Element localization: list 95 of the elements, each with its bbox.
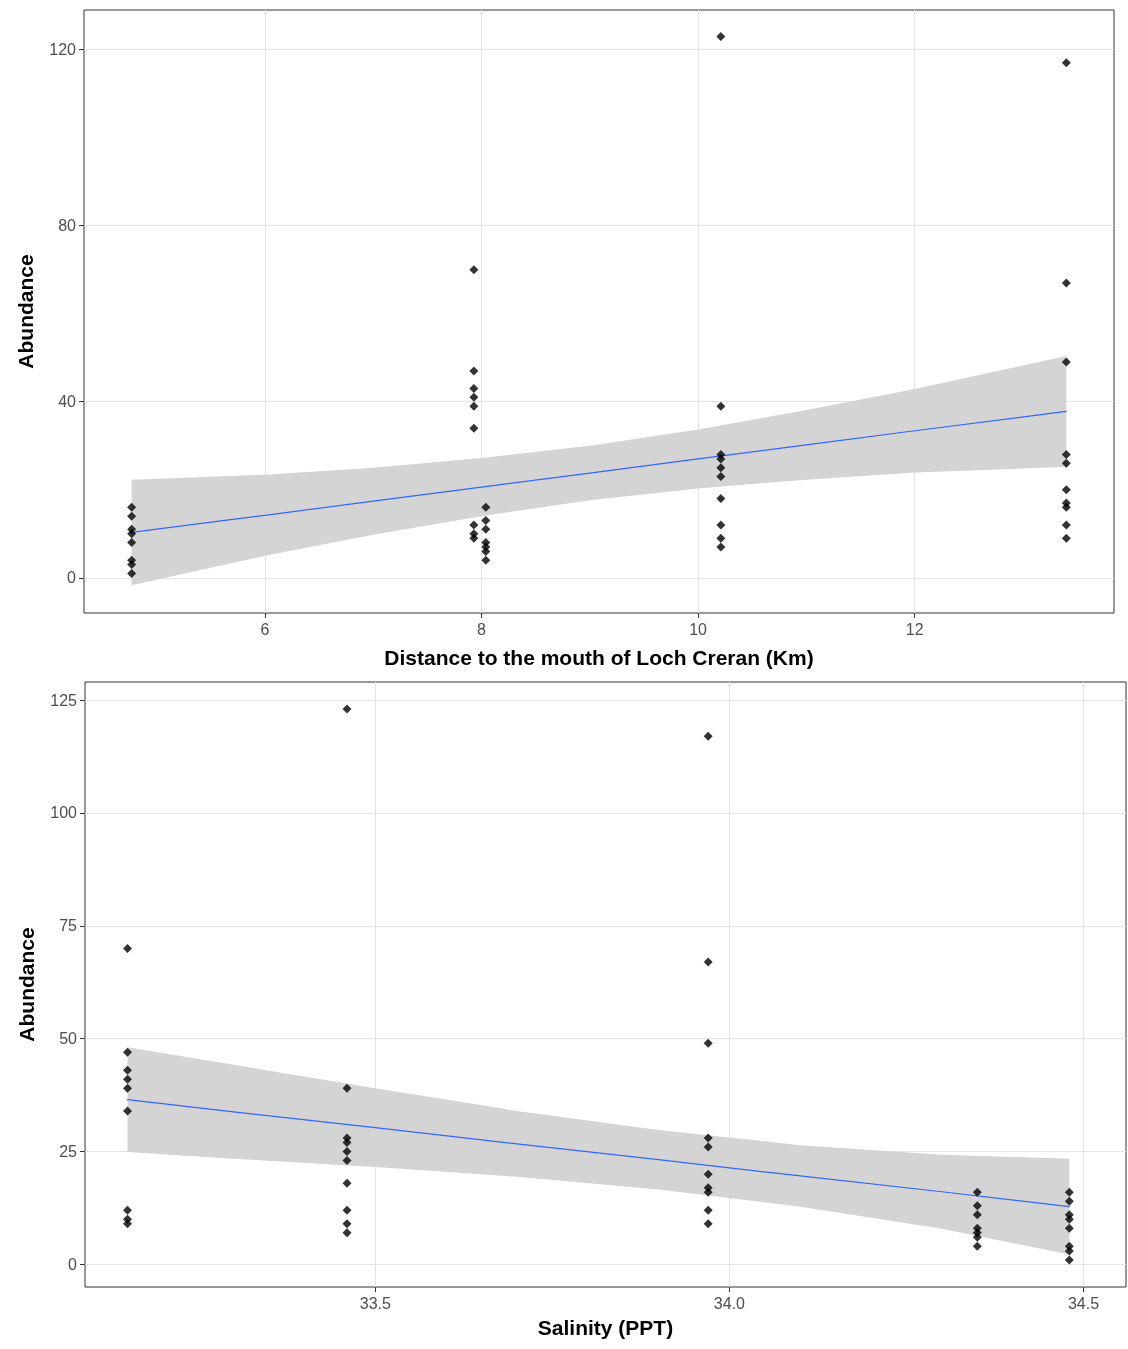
x-tick-label: 10 [689, 620, 708, 638]
point [342, 1178, 352, 1188]
point [703, 1133, 713, 1143]
point [716, 472, 726, 482]
point [469, 265, 479, 275]
y-tick-label: 0 [68, 1255, 78, 1273]
point [481, 502, 491, 512]
point [1061, 450, 1071, 460]
point [469, 533, 479, 543]
point [972, 1210, 982, 1220]
point [716, 401, 726, 411]
point [342, 1138, 352, 1148]
x-axis-title: Distance to the mouth of Loch Creran (Km) [384, 646, 814, 669]
point [703, 1187, 713, 1197]
point [122, 943, 132, 953]
point [469, 423, 479, 433]
point [342, 1205, 352, 1215]
point [1061, 58, 1071, 68]
y-axis-title: Abundance [14, 254, 37, 369]
point [122, 1065, 132, 1075]
point [342, 704, 352, 714]
point [1064, 1196, 1074, 1206]
x-tick-label: 33.5 [359, 1294, 392, 1312]
point [127, 511, 137, 521]
point [716, 454, 726, 464]
point [122, 1205, 132, 1215]
point [127, 568, 137, 578]
point [1064, 1255, 1074, 1265]
point [703, 957, 713, 967]
point [481, 524, 491, 534]
point [972, 1241, 982, 1251]
point [481, 546, 491, 556]
point [1061, 502, 1071, 512]
point [127, 502, 137, 512]
point [342, 1228, 352, 1238]
point [342, 1147, 352, 1157]
point [127, 538, 137, 548]
point [1061, 533, 1071, 543]
point [703, 1038, 713, 1048]
point [703, 731, 713, 741]
point [1061, 458, 1071, 468]
x-tick-label: 8 [477, 620, 487, 638]
point [122, 1219, 132, 1229]
point [1064, 1246, 1074, 1256]
x-tick-label: 6 [260, 620, 270, 638]
point [1061, 485, 1071, 495]
point [481, 516, 491, 526]
point [127, 560, 137, 570]
x-tick-label: 34.5 [1067, 1294, 1100, 1312]
point [716, 31, 726, 41]
y-tick-label: 80 [58, 217, 77, 235]
point [972, 1232, 982, 1242]
point [703, 1205, 713, 1215]
point [1061, 357, 1071, 367]
y-tick-label: 50 [59, 1030, 78, 1048]
point [122, 1083, 132, 1093]
y-tick-label: 40 [58, 393, 77, 411]
point [1064, 1187, 1074, 1197]
y-tick-label: 120 [49, 41, 77, 59]
point [716, 533, 726, 543]
point [1061, 520, 1071, 530]
point [469, 401, 479, 411]
point [481, 555, 491, 565]
point [1064, 1223, 1074, 1233]
point [342, 1219, 352, 1229]
point [703, 1142, 713, 1152]
point [122, 1074, 132, 1084]
point [342, 1083, 352, 1093]
x-axis-title: Salinity (PPT) [537, 1316, 674, 1339]
y-tick-label: 25 [59, 1143, 78, 1161]
y-tick-label: 0 [67, 569, 77, 587]
point [1061, 278, 1071, 288]
y-tick-label: 100 [50, 804, 78, 822]
y-tick-label: 125 [50, 691, 78, 709]
point [703, 1219, 713, 1229]
point [122, 1106, 132, 1116]
point [469, 384, 479, 394]
x-tick-label: 12 [905, 620, 924, 638]
point [122, 1047, 132, 1057]
x-tick-label: 34.0 [713, 1294, 746, 1312]
point [972, 1187, 982, 1197]
point [703, 1169, 713, 1179]
point [716, 542, 726, 552]
y-axis-title: Abundance [15, 927, 38, 1042]
point [972, 1201, 982, 1211]
point [469, 366, 479, 376]
point [1064, 1214, 1074, 1224]
point [342, 1156, 352, 1166]
point [716, 520, 726, 530]
point [127, 529, 137, 539]
point [469, 392, 479, 402]
y-tick-label: 75 [59, 917, 78, 935]
point [716, 463, 726, 473]
point [716, 494, 726, 504]
point [469, 520, 479, 530]
